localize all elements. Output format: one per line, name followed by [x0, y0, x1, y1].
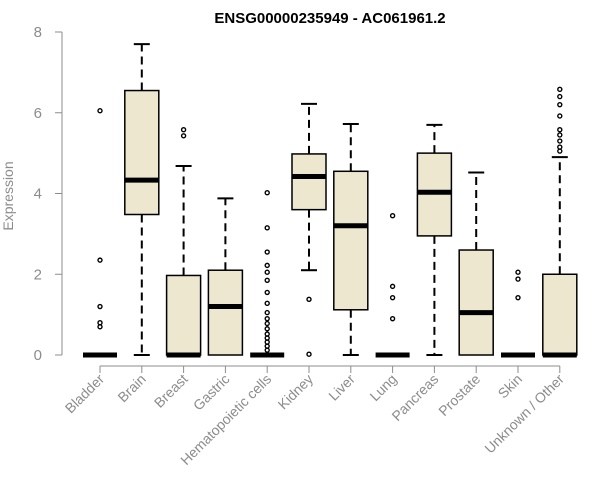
x-tick-label: Lung — [366, 371, 399, 404]
outlier-point — [557, 86, 563, 93]
outlier-point — [264, 249, 270, 255]
outlier-point — [264, 326, 270, 332]
box-iqr — [333, 170, 369, 311]
box-group — [375, 213, 410, 358]
outlier-point — [264, 320, 270, 327]
outlier-point — [557, 148, 563, 154]
outlier-point — [515, 294, 521, 301]
plot-area — [83, 43, 578, 358]
outlier-point — [264, 300, 270, 307]
x-tick-label: Bladder — [62, 371, 108, 417]
outlier-point — [389, 283, 396, 290]
outlier-point — [557, 132, 563, 138]
chart-title: ENSG00000235949 - AC061961.2 — [214, 10, 445, 27]
outlier-point — [557, 113, 563, 119]
box-group — [165, 127, 202, 358]
outlier-point — [97, 324, 103, 330]
outlier-point — [180, 133, 187, 139]
outlier-point — [389, 294, 396, 301]
box-iqr — [458, 249, 494, 356]
box-group — [458, 171, 494, 356]
y-tick-label: 8 — [34, 24, 42, 41]
outlier-point — [306, 351, 312, 357]
x-tick-label: Unknown / Other — [481, 371, 567, 457]
outlier-point — [264, 262, 270, 269]
x-tick-label: Breast — [151, 371, 191, 411]
y-tick-label: 6 — [34, 105, 42, 122]
outlier-point — [264, 315, 270, 322]
outlier-point — [264, 225, 270, 231]
outlier-point — [264, 189, 270, 196]
outlier-point — [97, 108, 103, 114]
outlier-point — [389, 213, 396, 219]
outlier-point — [557, 138, 563, 144]
box-group — [291, 102, 327, 357]
outlier-point — [557, 93, 563, 100]
outlier-point — [97, 257, 103, 263]
outlier-point — [306, 296, 312, 302]
box-group — [501, 269, 535, 358]
box-iqr — [165, 274, 202, 356]
box-group — [333, 123, 369, 356]
outlier-point — [264, 309, 270, 316]
outlier-point — [264, 277, 270, 284]
y-tick-label: 4 — [34, 186, 42, 203]
box-group — [207, 197, 244, 356]
y-axis: 0 2 4 6 8 — [34, 24, 63, 364]
y-tick-label: 2 — [34, 266, 42, 283]
box-group — [124, 43, 160, 356]
box-iqr — [291, 153, 327, 211]
outlier-point — [97, 303, 103, 310]
x-tick-label: Skin — [495, 371, 526, 402]
x-tick-label: Brain — [114, 371, 148, 405]
outlier-point — [557, 127, 563, 133]
box-iqr — [207, 269, 244, 356]
x-tick-label: Kidney — [275, 371, 317, 413]
y-axis-label: Expression — [0, 161, 16, 230]
outlier-point — [264, 347, 270, 353]
outlier-point — [264, 289, 270, 296]
y-tick-label: 0 — [34, 347, 42, 364]
outlier-point — [180, 127, 187, 133]
box-iqr — [542, 273, 578, 356]
outlier-point — [515, 276, 521, 282]
x-tick-label: Liver — [325, 371, 358, 404]
box-group — [416, 123, 453, 356]
x-tick-label: Prostate — [435, 371, 483, 419]
box-group — [542, 86, 578, 358]
box-group — [250, 189, 285, 358]
box-iqr — [124, 89, 160, 216]
outlier-point — [557, 101, 563, 108]
box-group — [83, 108, 117, 358]
outlier-point — [389, 315, 396, 322]
outlier-point — [264, 269, 270, 275]
outlier-point — [515, 269, 521, 275]
